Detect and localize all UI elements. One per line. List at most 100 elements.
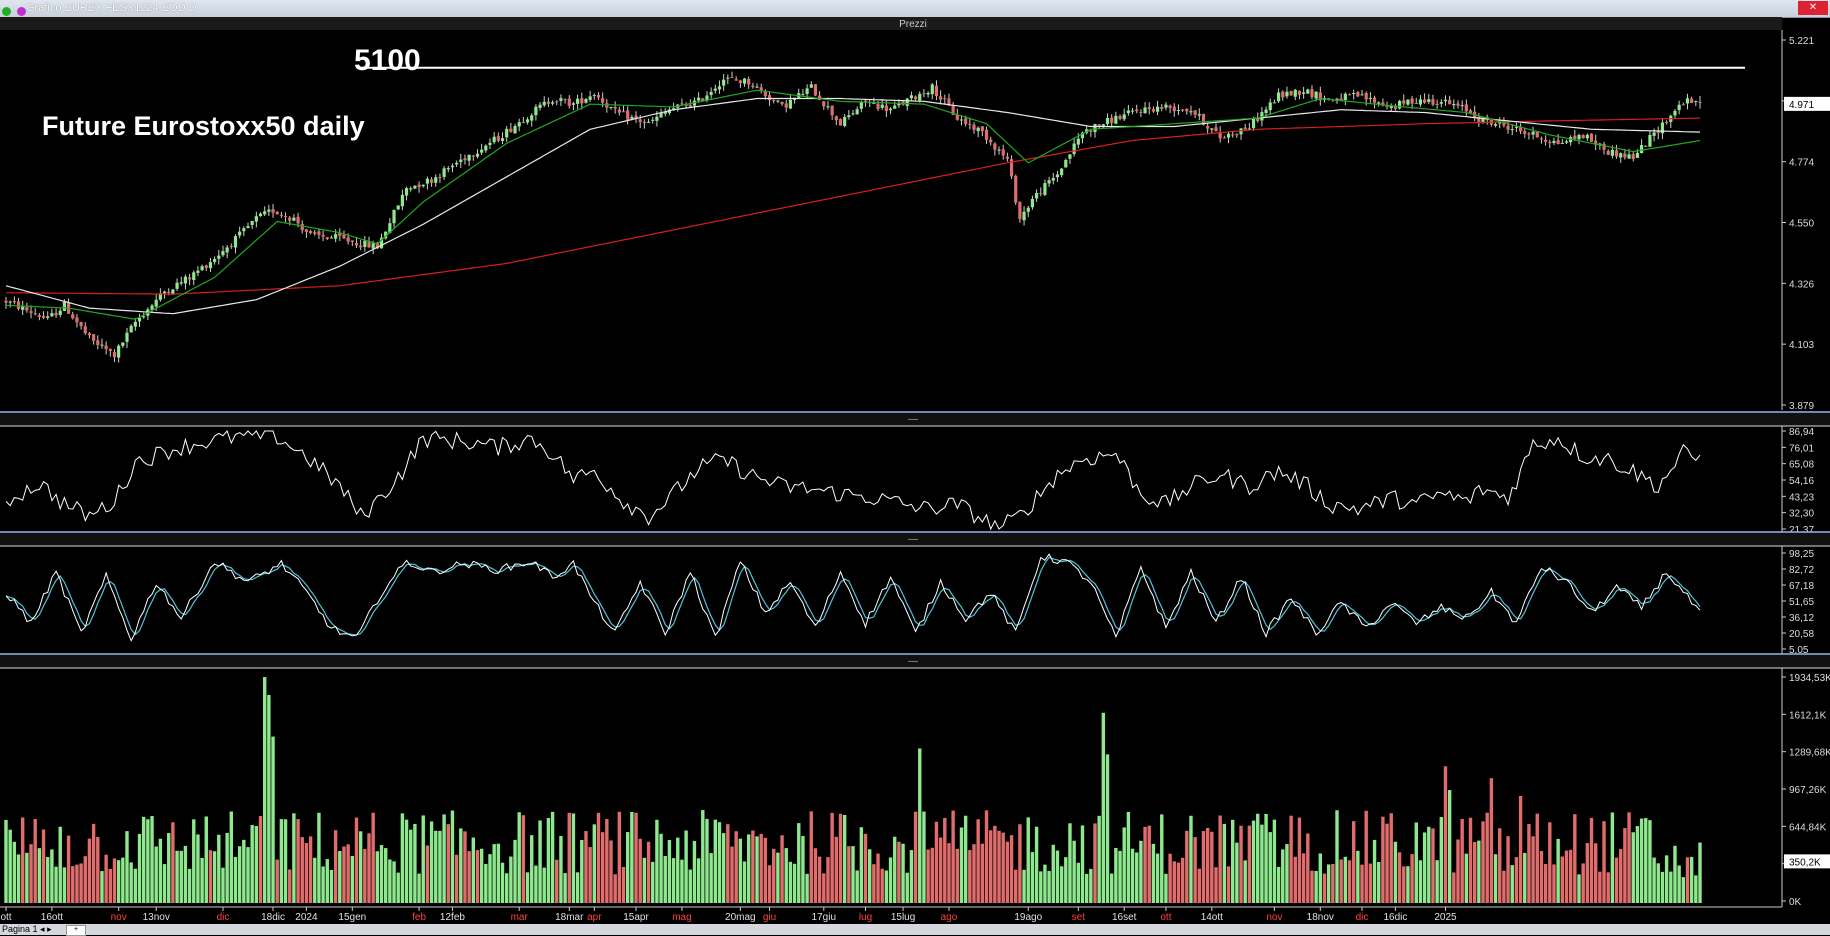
volume-bar [358, 831, 363, 903]
volume-bar [1431, 828, 1435, 903]
candle-body [930, 84, 934, 95]
volume-bar [701, 810, 705, 903]
volume-bar [776, 852, 780, 903]
volume-bar [1669, 871, 1673, 903]
volume-bar [1468, 817, 1473, 903]
y-tick-label: 20,58 [1789, 629, 1814, 640]
volume-bar [972, 844, 976, 903]
volume-bar [1155, 853, 1160, 903]
candle-body [1068, 154, 1072, 159]
candle-body [1001, 149, 1005, 156]
bottom-tabbar: Pagina 1 ◂ ▸ + [0, 924, 1830, 936]
candle-body [1009, 159, 1014, 177]
candle-body [784, 103, 788, 108]
volume-bar [1397, 852, 1402, 903]
volume-bar [1051, 844, 1055, 903]
volume-bar [175, 850, 179, 903]
candle-body [1439, 102, 1443, 104]
candles-group [4, 66, 1745, 363]
candle-body [112, 352, 117, 358]
volume-bar [993, 825, 997, 903]
candle-body [613, 106, 617, 109]
volume-bar [46, 857, 50, 903]
x-tick-label: 15gen [338, 912, 366, 923]
candle-body [1614, 150, 1619, 157]
candle-body [275, 211, 279, 215]
ma-fast-line [5, 89, 1701, 320]
volume-bar [1301, 853, 1306, 903]
candle-body [75, 317, 79, 323]
candle-body [125, 332, 129, 342]
candle-body [1481, 118, 1485, 123]
candle-body [1435, 103, 1439, 105]
volume-bar [409, 829, 413, 903]
candle-body [801, 94, 805, 96]
y-tick-label: 4.326 [1789, 279, 1814, 290]
candle-body [329, 237, 334, 239]
candle-body [1372, 97, 1377, 103]
close-window-button[interactable]: ✕ [1798, 1, 1828, 15]
candle-body [747, 78, 751, 85]
volume-bar [179, 850, 183, 903]
volume-bar [250, 824, 254, 903]
volume-bar [1581, 863, 1585, 903]
last-value-box [1784, 96, 1830, 111]
page-tab[interactable]: Pagina 1 ◂ ▸ [2, 924, 52, 935]
volume-bar [346, 844, 350, 903]
volume-bar [817, 856, 822, 903]
candle-body [646, 121, 651, 123]
candle-body [1356, 92, 1360, 97]
volume-bar [133, 868, 138, 903]
candle-body [601, 98, 605, 103]
volume-bar [116, 860, 121, 903]
volume-bar [1685, 857, 1690, 903]
candle-body [1402, 100, 1406, 104]
candle-body [1018, 201, 1022, 219]
volume-bar [479, 848, 484, 903]
candle-body [409, 188, 413, 190]
candle-body [626, 110, 630, 120]
candle-body [296, 216, 300, 224]
candle-body [37, 315, 41, 318]
volume-bar [575, 872, 580, 903]
panel-separators[interactable]: — — — [0, 30, 1830, 907]
volume-bar [926, 849, 930, 903]
candle-body [1648, 134, 1652, 147]
candle-body [989, 139, 993, 143]
candle-body [46, 316, 50, 318]
candle-body [1506, 125, 1510, 130]
candle-body [488, 142, 492, 145]
candle-body [1427, 99, 1431, 102]
volume-bar [1101, 712, 1106, 903]
volume-bar [813, 848, 818, 903]
candle-body [517, 122, 521, 127]
volume-bar [1297, 817, 1302, 903]
stochastic-panel: 98,25 82,72 67,18 51,65 36,12 20,58 5,05 [5, 549, 1814, 656]
volume-bar [1560, 856, 1565, 903]
volume-bar [1026, 817, 1030, 903]
volume-bar [1456, 839, 1460, 903]
volume-bar [1602, 821, 1606, 903]
candle-body [1414, 102, 1418, 104]
x-tick-label: 17giu [812, 912, 836, 923]
volume-bar [4, 819, 8, 903]
volume-bar [20, 817, 25, 903]
volume-bar [726, 824, 730, 903]
add-page-icon[interactable]: + [66, 925, 86, 936]
candle-body [384, 231, 388, 239]
candle-body [317, 231, 321, 235]
volume-bar [1247, 825, 1252, 903]
volume-bar [350, 855, 355, 903]
volume-bar [1593, 843, 1598, 903]
volume-bar [822, 873, 826, 903]
volume-bar [1039, 871, 1043, 903]
candle-body [1673, 110, 1677, 116]
volume-bar [659, 833, 663, 903]
candle-body [567, 98, 571, 106]
candle-body [1639, 145, 1644, 153]
volume-bar [1047, 870, 1051, 903]
candle-body [642, 121, 646, 124]
candle-body [1690, 98, 1694, 104]
candle-body [1560, 143, 1564, 145]
candle-body [1585, 134, 1589, 139]
